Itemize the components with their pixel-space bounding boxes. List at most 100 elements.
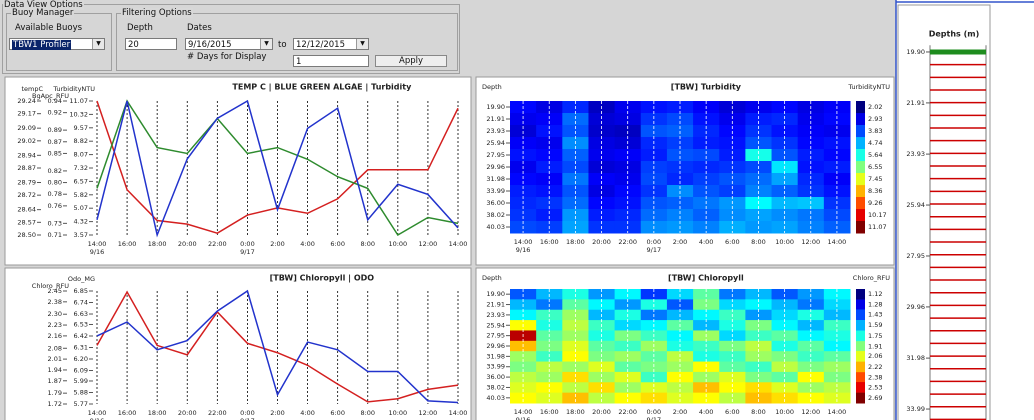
chart-title: TEMP C | BLUE GREEN ALGAE | Turbidity [232, 83, 412, 92]
y-tick-label: 25.94 [486, 139, 505, 147]
colorbar-swatch [856, 137, 865, 150]
heat-cell [588, 209, 616, 222]
heat-cell [510, 149, 537, 162]
y-tick-label: 0.78 [48, 190, 62, 198]
y-tick-label: 6.63 [74, 310, 88, 318]
heat-cell [536, 173, 563, 186]
x-tick-label: 16:00 [118, 240, 137, 248]
heat-cell [745, 173, 773, 186]
colorbar-label: 3.83 [868, 127, 882, 135]
heat-cell [693, 371, 720, 383]
heat-cell [536, 149, 563, 162]
colorbar-swatch [856, 289, 865, 300]
heat-cell [666, 113, 694, 126]
x-date-label: 9/17 [647, 246, 662, 254]
colorbar-label: 1.59 [868, 321, 882, 329]
start-date[interactable]: 9/16/2015 ▼ [185, 38, 273, 50]
axis-title: Depth [482, 274, 502, 282]
heat-cell [745, 371, 773, 383]
y-tick-label: 8.82 [74, 137, 88, 145]
y-tick-label: 5.07 [74, 204, 88, 212]
x-tick-label: 12:00 [419, 240, 438, 248]
x-tick-label: 14:00 [828, 408, 847, 416]
y-tick-label: 19.90 [906, 48, 925, 56]
x-tick-label: 22:00 [208, 409, 227, 417]
x-tick-label: 20:00 [178, 409, 197, 417]
y-tick-label: 33.99 [486, 187, 505, 195]
y-tick-label: 23.93 [906, 150, 925, 158]
x-date-label: 9/16 [90, 248, 105, 256]
y-tick-label: 6.85 [74, 287, 88, 295]
colorbar-label: 2.53 [868, 383, 882, 391]
field-label: # Days for Display [187, 52, 267, 62]
apply-button[interactable]: Apply [375, 55, 447, 67]
x-tick-label: 12:00 [801, 408, 820, 416]
dropdown-arrow[interactable]: ▼ [260, 39, 272, 49]
heat-cell [745, 113, 773, 126]
colorbar-swatch [856, 299, 865, 311]
y-tick-label: 0.82 [48, 167, 62, 175]
y-tick-label: 33.99 [486, 363, 505, 371]
heat-cell [562, 392, 589, 404]
field-label: Depth [127, 23, 153, 33]
y-tick-label: 29.17 [17, 110, 36, 118]
depth-input[interactable]: 20 [125, 38, 177, 50]
days-input[interactable]: 1 [293, 55, 369, 67]
colorbar-swatch [856, 185, 865, 198]
data-line [96, 99, 459, 238]
x-date-label: 9/17 [240, 417, 255, 420]
buoy-select[interactable]: TBW1 Profiler ▼ [9, 38, 105, 50]
heat-cell [562, 371, 589, 383]
dropdown-arrow[interactable]: ▼ [92, 39, 104, 49]
heat-cell [562, 113, 589, 126]
dropdown-arrow[interactable]: ▼ [356, 39, 368, 49]
colorbar-label: 2.22 [868, 363, 882, 371]
x-tick-label: 14:00 [514, 408, 533, 416]
x-tick-label: 2:00 [270, 409, 285, 417]
y-tick-label: 2.08 [48, 344, 62, 352]
x-tick-label: 10:00 [775, 408, 794, 416]
x-tick-label: 22:00 [618, 238, 637, 246]
y-tick-label: 36.00 [486, 373, 505, 381]
heat-cell [614, 149, 642, 162]
heat-cell [536, 371, 563, 383]
colorbar-label: 8.36 [868, 187, 882, 195]
colorbar-swatch [856, 173, 865, 186]
x-date-label: 9/17 [240, 248, 255, 256]
select-value: TBW1 Profiler [12, 40, 72, 50]
x-tick-label: 4:00 [300, 240, 315, 248]
y-tick-label: 6.31 [74, 344, 88, 352]
y-tick-label: 1.87 [48, 377, 62, 385]
colorbar-swatch [856, 221, 865, 234]
group-title: Data View Options [3, 0, 84, 10]
heat-cell [693, 382, 720, 394]
colorbar-label: 4.74 [868, 139, 882, 147]
end-date[interactable]: 12/12/2015 ▼ [293, 38, 369, 50]
y-tick-label: 31.98 [906, 354, 925, 362]
heat-cell [719, 371, 746, 383]
x-tick-label: 18:00 [148, 409, 167, 417]
heat-cell [666, 392, 694, 404]
y-tick-label: 6.53 [74, 320, 88, 328]
x-tick-label: 14:00 [828, 238, 847, 246]
heat-cell [562, 173, 589, 186]
x-tick-label: 12:00 [801, 238, 820, 246]
heat-cell [797, 149, 825, 162]
heat-cell [666, 382, 694, 394]
colorbar-swatch [856, 392, 865, 404]
y-tick-label: 3.57 [74, 231, 88, 239]
x-tick-label: 16:00 [540, 408, 559, 416]
heat-cell [719, 113, 746, 126]
y-tick-label: 21.91 [486, 115, 505, 123]
y-tick-label: 31.98 [486, 352, 505, 360]
heat-cell [588, 382, 616, 394]
x-tick-label: 10:00 [388, 240, 407, 248]
y-tick-label: 2.38 [48, 298, 62, 306]
heat-cell [614, 382, 642, 394]
y-tick-label: 27.95 [486, 332, 505, 340]
y-tick-label: 5.77 [74, 400, 88, 408]
heat-cell [693, 392, 720, 404]
colorbar-swatch [856, 149, 865, 162]
heat-cell [693, 173, 720, 186]
heat-cell [536, 209, 563, 222]
